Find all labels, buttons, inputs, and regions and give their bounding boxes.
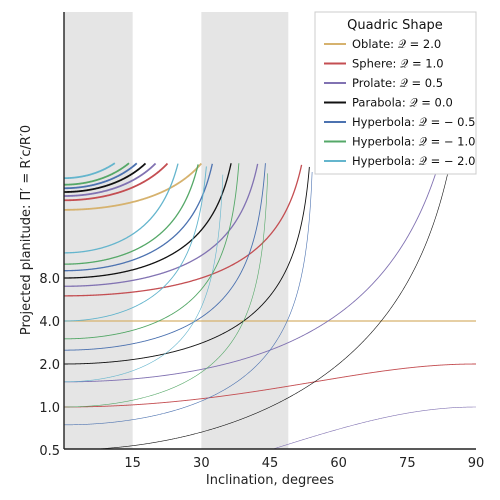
series-line <box>64 162 157 197</box>
legend: Quadric Shape Oblate: 𝒬 = 2.0 Sphere: 𝒬 =… <box>314 11 477 175</box>
y-tick-label: 4.0 <box>39 315 60 330</box>
series-line <box>64 173 269 408</box>
x-axis-label: Inclination, degrees <box>206 473 334 488</box>
series-line <box>64 162 138 190</box>
x-tick-label: 15 <box>124 456 141 471</box>
series-line <box>64 163 213 272</box>
x-tick-label: 30 <box>193 456 210 471</box>
series-line <box>64 162 116 180</box>
series-line <box>64 363 476 408</box>
legend-box <box>314 11 477 175</box>
curves-layer <box>64 162 476 449</box>
plot-frame <box>63 12 476 450</box>
series-line <box>64 162 147 193</box>
series-line <box>64 163 259 287</box>
series-line <box>64 166 207 322</box>
y-axis-label: Projected planitude: Π′ = R′c/R′0 <box>19 125 34 335</box>
shaded-bands <box>64 12 289 449</box>
legend-entry-label: Prolate: 𝒬 = 0.5 <box>352 76 443 90</box>
legend-entry-label: Hyperbola: 𝒬 = − 1.0 <box>352 135 475 149</box>
series-line <box>64 162 169 202</box>
y-tick-label: 2.0 <box>39 358 60 373</box>
x-tick-label: 90 <box>468 456 485 471</box>
legend-entry-label: Sphere: 𝒬 = 1.0 <box>352 57 444 71</box>
series-line <box>64 164 303 297</box>
series-line <box>91 163 451 449</box>
series-line <box>272 406 476 449</box>
x-tick-label: 45 <box>262 456 279 471</box>
y-tick-label: 0.5 <box>39 444 60 459</box>
series-line <box>64 164 199 265</box>
legend-entries: Oblate: 𝒬 = 2.0 Sphere: 𝒬 = 1.0 Prolate: 𝒬… <box>324 37 475 168</box>
x-tick-label: 60 <box>330 456 347 471</box>
legend-entry-label: Oblate: 𝒬 = 2.0 <box>352 37 441 51</box>
x-tick-label: 75 <box>399 456 416 471</box>
series-line <box>64 162 203 211</box>
shaded-band-1 <box>64 12 133 449</box>
series-line <box>64 163 240 340</box>
legend-entry-label: Hyperbola: 𝒬 = − 0.5 <box>352 115 475 129</box>
series-line <box>64 174 224 383</box>
series-line <box>64 172 313 426</box>
y-tick-label: 1.0 <box>39 401 60 416</box>
series-line <box>64 163 266 351</box>
y-tick-label: 8.0 <box>39 272 60 287</box>
shaded-band-2 <box>201 12 289 449</box>
series-line <box>64 163 440 383</box>
series-line <box>64 163 179 254</box>
tick-layer: 15 30 45 60 75 90 0.5 1.0 2.0 4.0 8.0 <box>39 272 484 471</box>
legend-entry-label: Parabola: 𝒬 = 0.0 <box>352 96 453 110</box>
series-line <box>64 162 130 186</box>
series-line <box>64 163 232 279</box>
legend-entry-label: Hyperbola: 𝒬 = − 2.0 <box>352 154 475 168</box>
series-line <box>64 166 310 365</box>
legend-title: Quadric Shape <box>347 18 443 33</box>
